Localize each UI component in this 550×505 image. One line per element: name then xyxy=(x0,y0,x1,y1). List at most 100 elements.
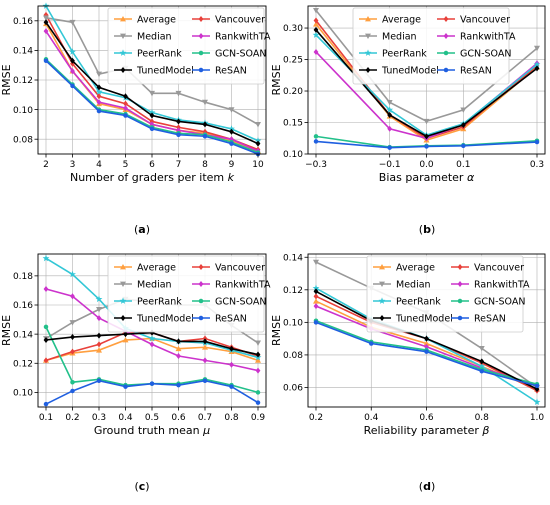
data-point-resan xyxy=(534,139,540,145)
x-tick-label: 6 xyxy=(149,160,155,170)
data-point-resan xyxy=(461,143,466,149)
data-point-peerrank xyxy=(533,60,541,68)
legend-label: TunedModel xyxy=(381,66,439,77)
legend-marker xyxy=(120,315,126,321)
legend-label: ReSAN xyxy=(215,314,247,325)
data-point-average xyxy=(175,345,182,352)
data-point-average xyxy=(313,21,319,27)
legend-marker xyxy=(365,16,371,22)
legend-entry-peerrank: PeerRank xyxy=(373,297,441,308)
x-axis-label: Bias parameter α xyxy=(379,171,475,184)
legend-entry-tunedmodel: TunedModel xyxy=(114,314,194,325)
data-point-median xyxy=(386,99,393,106)
series-resan xyxy=(43,378,261,407)
data-point-tunedmodel xyxy=(123,93,128,100)
data-point-peerrank xyxy=(148,334,156,342)
data-point-tunedmodel xyxy=(202,338,208,345)
series-median xyxy=(43,15,261,128)
data-point-tunedmodel xyxy=(70,57,75,64)
y-tick-label: 0.16 xyxy=(13,301,33,311)
legend-label: RankwithTA xyxy=(460,32,516,43)
y-tick-label: 0.10 xyxy=(283,319,303,329)
data-point-peerrank xyxy=(312,284,320,292)
y-tick-label: 0.25 xyxy=(283,56,303,66)
y-tick-label: 0.10 xyxy=(13,389,33,399)
data-point-rankwithta xyxy=(70,293,75,300)
legend-entry-average: Average xyxy=(114,15,176,26)
data-point-resan xyxy=(313,139,319,144)
data-point-tunedmodel xyxy=(255,351,261,358)
legend-box xyxy=(107,255,265,333)
legend-label: ReSAN xyxy=(474,314,506,325)
legend-marker xyxy=(120,264,126,270)
data-point-tunedmodel xyxy=(123,331,128,338)
data-point-tunedmodel xyxy=(424,335,429,342)
series-resan xyxy=(313,320,540,389)
data-point-resan xyxy=(176,132,181,138)
data-point-rankwithta xyxy=(176,353,181,359)
data-point-tunedmodel xyxy=(149,112,155,119)
data-point-resan xyxy=(123,113,128,118)
data-point-median xyxy=(313,8,319,14)
y-tick-label: 0.14 xyxy=(13,330,33,340)
data-point-rankwithta xyxy=(70,68,75,75)
legend: Average Vancouver Median RankwithTA PeerRank… xyxy=(107,7,271,85)
legend-label: ReSAN xyxy=(460,66,492,77)
data-point-tunedmodel xyxy=(424,133,429,140)
y-axis-label: RMSE xyxy=(270,64,283,95)
data-point-peerrank xyxy=(148,108,156,116)
data-point-median xyxy=(202,99,208,106)
legend-marker xyxy=(198,50,204,56)
x-tick-label: 0.6 xyxy=(419,413,434,423)
y-tick-label: 0.12 xyxy=(13,359,33,369)
data-point-peerrank xyxy=(312,31,320,38)
y-tick-label: 0.14 xyxy=(283,253,303,263)
x-axis-label: Ground truth mean μ xyxy=(94,424,210,437)
legend-marker xyxy=(379,315,385,321)
legend-marker xyxy=(198,315,204,321)
x-tick-label: 0.5 xyxy=(145,413,159,423)
legend-label: PeerRank xyxy=(382,49,427,60)
legend-marker xyxy=(120,16,126,22)
legend-entry-peerrank: PeerRank xyxy=(114,49,182,60)
data-point-resan xyxy=(70,83,75,89)
data-point-average xyxy=(122,336,129,343)
data-point-resan xyxy=(255,400,261,405)
data-point-tunedmodel xyxy=(534,65,540,72)
legend-marker xyxy=(364,49,372,56)
data-point-tunedmodel xyxy=(313,26,319,33)
legend: Average Vancouver Median RankwithTA PeerRank… xyxy=(366,255,530,333)
legend-marker xyxy=(457,281,463,287)
x-tick-label: 0.8 xyxy=(224,413,239,423)
legend-entry-gcn-soan: GCN-SOAN xyxy=(437,49,511,60)
legend-label: Average xyxy=(396,263,435,274)
data-point-median xyxy=(149,90,155,97)
data-point-median xyxy=(175,90,182,97)
legend-label: GCN-SOAN xyxy=(460,49,511,60)
legend-label: PeerRank xyxy=(396,297,441,308)
x-tick-label: 9 xyxy=(229,160,235,170)
legend-marker xyxy=(443,16,449,22)
data-point-resan xyxy=(149,126,155,132)
legend-entry-vancouver: Vancouver xyxy=(437,15,510,26)
y-tick-label: 0.20 xyxy=(283,87,303,97)
legend-marker xyxy=(198,281,204,287)
legend-box xyxy=(352,7,510,85)
data-point-rankwithta xyxy=(149,341,155,348)
data-point-median xyxy=(255,122,261,128)
legend-label: RankwithTA xyxy=(215,280,271,291)
data-point-tunedmodel xyxy=(70,334,75,341)
data-point-median xyxy=(69,19,76,26)
x-tick-label: −0.3 xyxy=(305,160,327,170)
data-point-rankwithta xyxy=(255,367,261,374)
legend-label: Median xyxy=(137,280,172,291)
y-tick-label: 0.16 xyxy=(13,17,33,27)
legend-entry-average: Average xyxy=(373,263,435,274)
legend-entry-peerrank: PeerRank xyxy=(359,49,427,60)
data-point-rankwithta xyxy=(424,343,429,350)
data-point-rankwithta xyxy=(202,357,208,364)
legend-label: Average xyxy=(382,15,421,26)
x-tick-label: 0.1 xyxy=(39,413,53,423)
data-point-tunedmodel xyxy=(176,338,181,345)
